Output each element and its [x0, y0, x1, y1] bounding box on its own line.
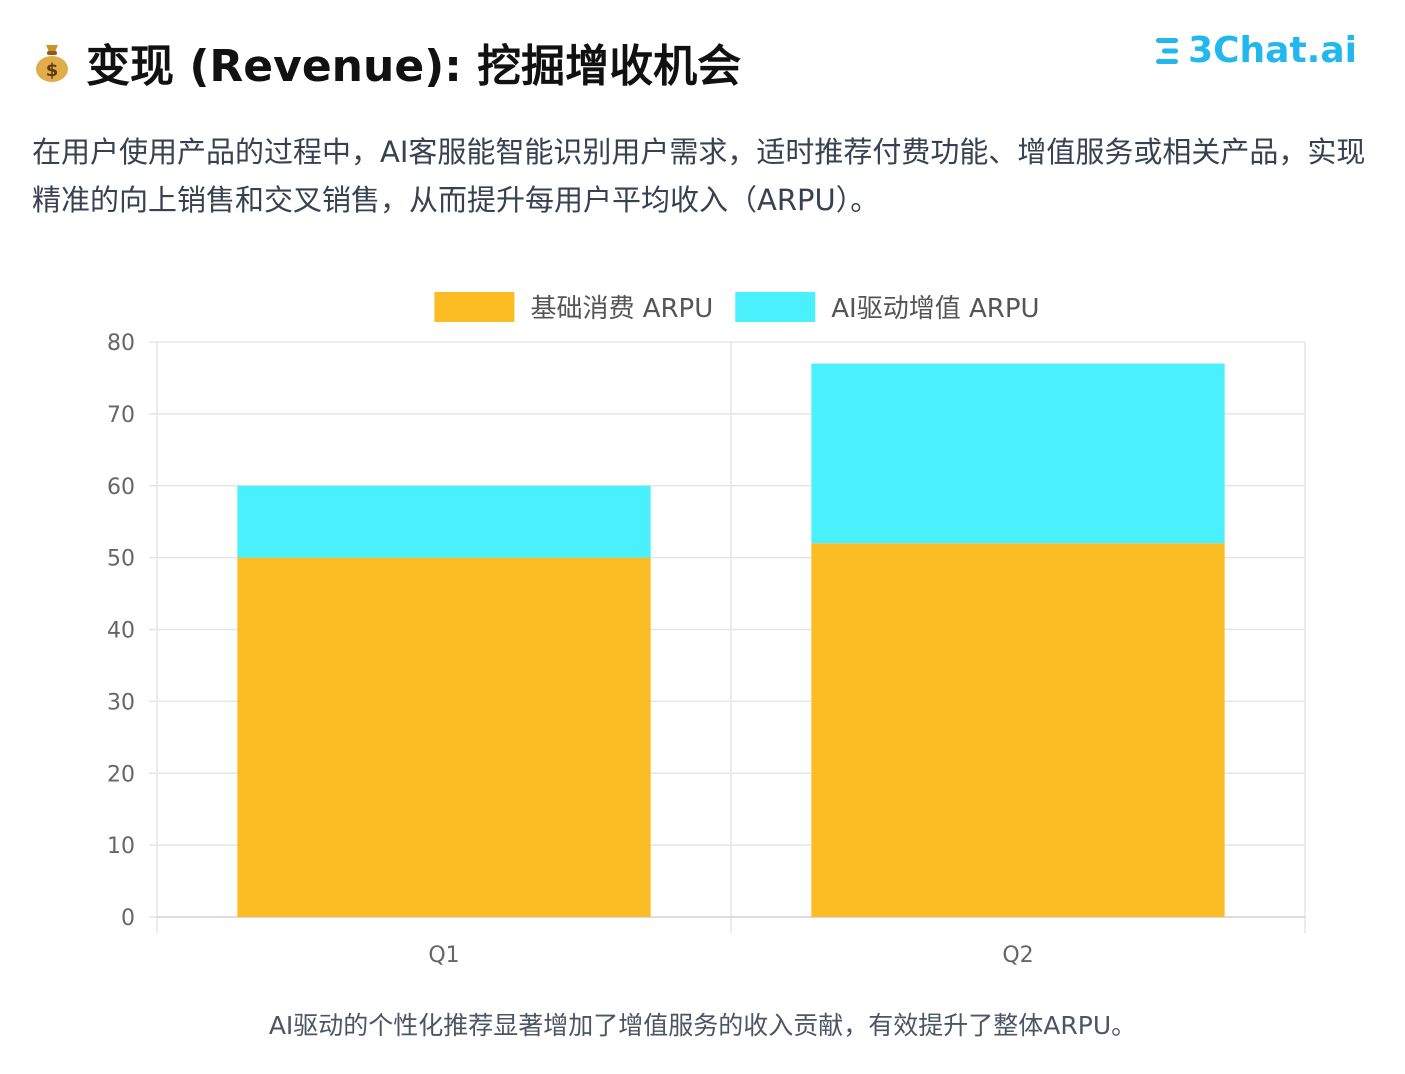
y-tick-label: 80: [107, 331, 135, 356]
legend-label-1: AI驱动增值 ARPU: [831, 294, 1039, 324]
page-title: $ 变现 (Revenue): 挖掘增收机会: [32, 30, 741, 94]
chart-caption: AI驱动的个性化推荐显著增加了增值服务的收入贡献，有效提升了整体ARPU。: [268, 1011, 1137, 1040]
y-tick-label: 30: [107, 690, 135, 715]
svg-text:$: $: [46, 60, 59, 81]
page-title-text: 变现 (Revenue): 挖掘增收机会: [86, 41, 742, 92]
logo: 3Chat.ai: [1156, 30, 1357, 71]
y-tick-label: 50: [107, 547, 135, 572]
legend-label-0: 基础消费 ARPU: [530, 294, 713, 324]
bar-q1-series-1: [237, 485, 651, 558]
legend-swatch-0: [434, 292, 515, 322]
y-tick-label: 10: [107, 834, 135, 859]
x-tick-label: Q2: [1002, 943, 1033, 968]
stacked-bar-chart: 0 10 20 30 40 50 60 70 80 Q1 Q2 基础消费 ARPU AI驱动增值 ARP…: [107, 292, 1306, 968]
money-bag-icon: $: [32, 40, 72, 84]
intro-paragraph: 在用户使用产品的过程中，AI客服能智能识别用户需求，适时推荐付费功能、增值服务或…: [32, 135, 1366, 217]
y-tick-label: 60: [107, 475, 135, 500]
bar-q1-series-0: [237, 557, 651, 917]
y-tick-label: 70: [107, 403, 135, 428]
bar-q2-series-1: [811, 363, 1225, 544]
x-tick-label: Q1: [428, 943, 459, 968]
legend-swatch-1: [735, 292, 816, 322]
bar-q2-series-0: [811, 543, 1225, 917]
chart: 0 10 20 30 40 50 60 70 80 Q1 Q2 基础消费 ARPU AI驱动增值 ARP…: [0, 270, 1405, 990]
y-tick-label: 40: [107, 619, 135, 644]
y-tick-label: 20: [107, 762, 135, 787]
logo-text: 3Chat.ai: [1188, 30, 1357, 71]
y-tick-label: 0: [121, 906, 135, 931]
logo-icon: [1156, 37, 1179, 64]
